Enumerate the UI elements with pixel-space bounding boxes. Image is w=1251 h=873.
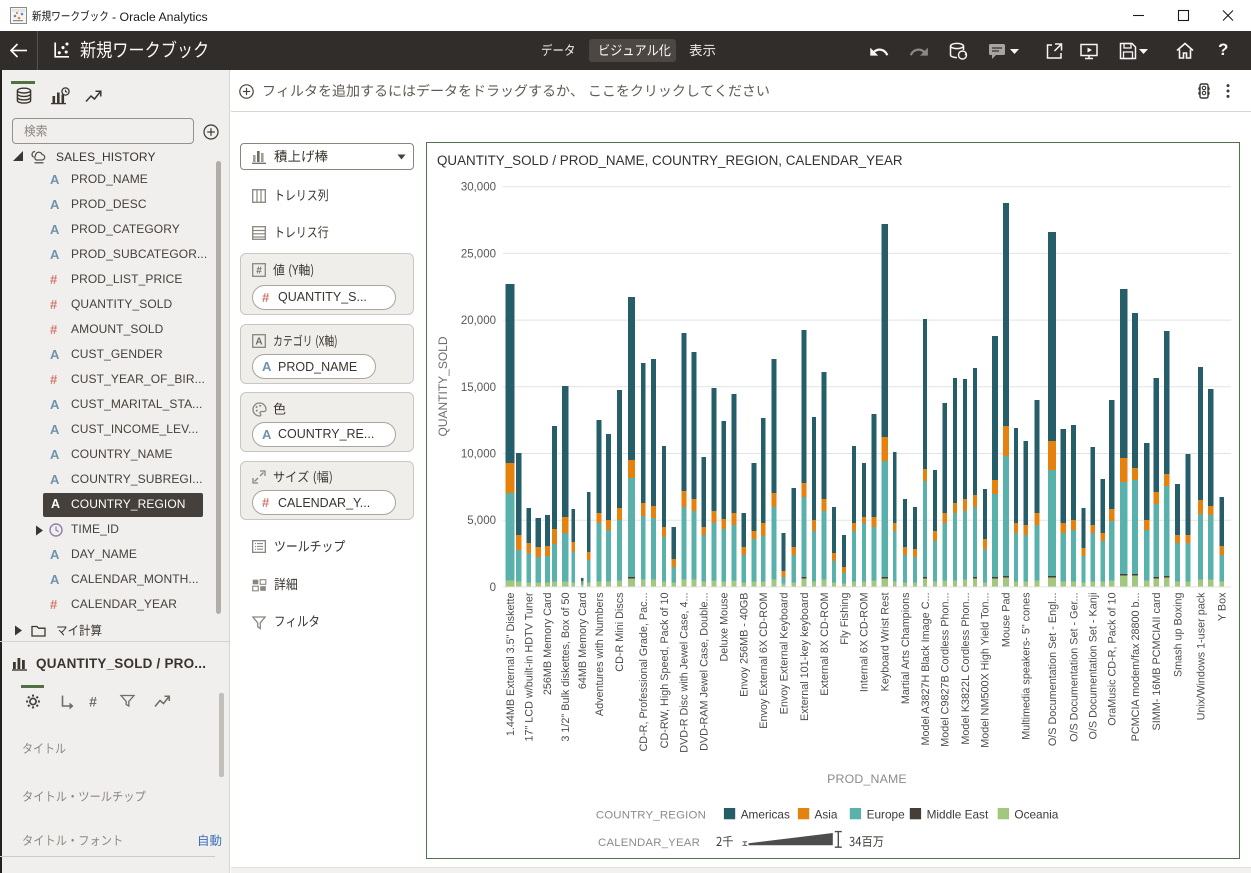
svg-text:Middle East: Middle East xyxy=(927,808,989,822)
svg-text:20,000: 20,000 xyxy=(461,315,496,327)
svg-text:CD-RW, High Speed, Pack of 10: CD-RW, High Speed, Pack of 10 xyxy=(659,593,671,749)
svg-text:Adventures with Numbers: Adventures with Numbers xyxy=(594,592,606,716)
svg-text:Model NM500X High Yield Ton...: Model NM500X High Yield Ton... xyxy=(980,593,992,748)
svg-text:Internal 6X CD-ROM: Internal 6X CD-ROM xyxy=(859,593,871,693)
svg-text:PROD_NAME: PROD_NAME xyxy=(827,772,907,786)
svg-text:Model C9827B Cordless Phon...: Model C9827B Cordless Phon... xyxy=(940,593,952,747)
svg-text:25,000: 25,000 xyxy=(461,248,496,260)
svg-text:Unix/Windows 1-user pack: Unix/Windows 1-user pack xyxy=(1195,592,1207,720)
svg-text:3 1/2" Bulk diskettes, Box of: 3 1/2" Bulk diskettes, Box of 50 xyxy=(560,593,572,742)
svg-text:64MB Memory Card: 64MB Memory Card xyxy=(577,593,589,690)
svg-text:Envoy External 6X CD-ROM: Envoy External 6X CD-ROM xyxy=(758,592,770,728)
svg-text:0: 0 xyxy=(490,582,496,594)
svg-text:Keyboard Wrist Rest: Keyboard Wrist Rest xyxy=(880,593,892,692)
svg-text:Oceania: Oceania xyxy=(1014,808,1058,822)
svg-text:O/S Documentation Set - Engl..: O/S Documentation Set - Engl... xyxy=(1047,593,1059,747)
svg-text:COUNTRY_REGION: COUNTRY_REGION xyxy=(596,810,706,822)
svg-text:Deluxe Mouse: Deluxe Mouse xyxy=(719,593,731,662)
svg-text:CD-R, Professional Grade, Pac.: CD-R, Professional Grade, Pac... xyxy=(638,593,650,752)
svg-text:Fly Fishing: Fly Fishing xyxy=(839,593,851,645)
svg-text:Martial Arts Champions: Martial Arts Champions xyxy=(900,592,912,704)
svg-text:External 101-key keyboard: External 101-key keyboard xyxy=(799,593,811,721)
svg-text:15,000: 15,000 xyxy=(461,382,496,394)
svg-text:Multimedia speakers- 5" cones: Multimedia speakers- 5" cones xyxy=(1021,592,1033,740)
svg-text:1.44MB External 3.5" Diskette: 1.44MB External 3.5" Diskette xyxy=(505,593,517,737)
svg-text:30,000: 30,000 xyxy=(461,182,496,194)
svg-text:SIMM- 16MB PCMCIAII card: SIMM- 16MB PCMCIAII card xyxy=(1151,593,1163,731)
svg-text:Smash up Boxing: Smash up Boxing xyxy=(1172,593,1184,678)
svg-text:17" LCD w/built-in HDTV Tuner: 17" LCD w/built-in HDTV Tuner xyxy=(523,592,535,741)
svg-text:5,000: 5,000 xyxy=(467,515,496,527)
svg-text:10,000: 10,000 xyxy=(461,449,496,461)
svg-text:DVD-RAM Jewel Case, Double...: DVD-RAM Jewel Case, Double... xyxy=(698,593,710,751)
svg-text:Envoy External Keyboard: Envoy External Keyboard xyxy=(779,593,791,715)
svg-text:256MB Memory Card: 256MB Memory Card xyxy=(542,593,554,696)
svg-text:DVD-R Disc with Jewel Case, 4.: DVD-R Disc with Jewel Case, 4... xyxy=(679,593,691,753)
svg-text:O/S Documentation Set - Ger...: O/S Documentation Set - Ger... xyxy=(1068,592,1080,741)
svg-text:#: # xyxy=(89,693,97,709)
svg-text:O/S Documentation Set - Kanji: O/S Documentation Set - Kanji xyxy=(1088,593,1100,740)
svg-text:Europe: Europe xyxy=(867,808,905,822)
svg-text:PCMCIA modem/fax 28800 b...: PCMCIA modem/fax 28800 b... xyxy=(1130,593,1142,742)
svg-text:CD-R Mini Discs: CD-R Mini Discs xyxy=(614,592,626,672)
svg-text:Mouse Pad: Mouse Pad xyxy=(1001,593,1013,648)
svg-text:Model A3827H Black Image C...: Model A3827H Black Image C... xyxy=(920,593,932,746)
svg-text:CALENDAR_YEAR: CALENDAR_YEAR xyxy=(598,837,700,849)
svg-text:A: A xyxy=(255,336,262,347)
svg-text:Model K3822L Cordless Phon...: Model K3822L Cordless Phon... xyxy=(960,593,972,745)
svg-text:OraMusic CD-R, Pack of 10: OraMusic CD-R, Pack of 10 xyxy=(1107,593,1119,726)
svg-text:Americas: Americas xyxy=(741,808,790,822)
svg-text:QUANTITY_SOLD / PROD_NAME, COU: QUANTITY_SOLD / PROD_NAME, COUNTRY_REGIO… xyxy=(437,153,903,168)
svg-text:Asia: Asia xyxy=(815,808,838,822)
svg-text:#: # xyxy=(256,266,262,277)
svg-text:Envoy 256MB - 40GB: Envoy 256MB - 40GB xyxy=(739,593,751,697)
svg-text:Y Box: Y Box xyxy=(1216,592,1228,621)
svg-text:QUANTITY_SOLD: QUANTITY_SOLD xyxy=(436,336,450,436)
svg-text:External 8X CD-ROM: External 8X CD-ROM xyxy=(819,593,831,696)
